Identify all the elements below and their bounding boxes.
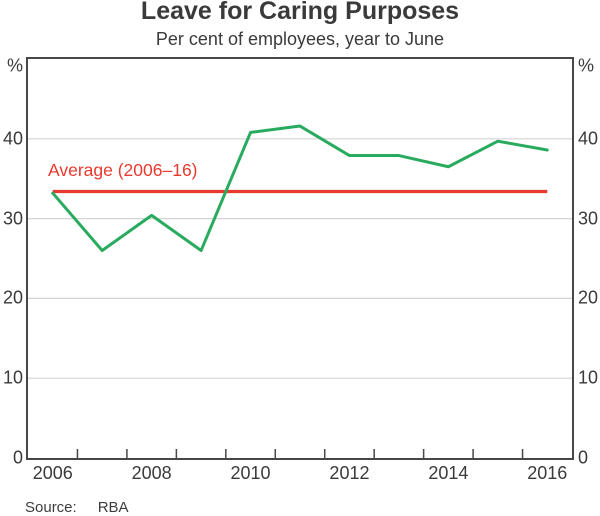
x-axis-tick-label-2006: 2006 — [32, 463, 73, 483]
y-axis-tick-label-20-right: 20 — [578, 287, 599, 308]
data-series-line — [51, 124, 549, 253]
y-axis-tick-label-0-right: 0 — [578, 447, 589, 468]
y-axis-tick-label-10-right: 10 — [578, 367, 599, 388]
y-axis-tick-label-10-left: 10 — [2, 367, 23, 388]
line-chart — [28, 124, 572, 458]
y-axis-tick-label-20-left: 20 — [2, 287, 23, 308]
y-axis-tick-label-30-left: 30 — [2, 208, 23, 229]
x-axis-tick-label-2008: 2008 — [131, 463, 172, 483]
y-axis-tick-label-40-right: 40 — [578, 128, 599, 149]
x-axis-tick-label-2012: 2012 — [329, 463, 370, 483]
y-axis-tick-label-40-left: 40 — [2, 128, 23, 149]
source-value: RBA — [97, 499, 129, 516]
chart-subtitle: Per cent of employees, year to June — [155, 29, 445, 49]
y-axis-unit-label-right: % — [578, 55, 595, 76]
x-axis-tick-label-2016: 2016 — [527, 463, 568, 483]
plot-area — [26, 57, 574, 460]
source-label: Source: — [25, 499, 77, 516]
y-axis-unit-label-left: % — [6, 55, 23, 76]
y-axis-tick-label-0-left: 0 — [12, 447, 23, 468]
y-axis-tick-label-30-right: 30 — [578, 208, 599, 229]
chart-title: Leave for Caring Purposes — [140, 0, 460, 25]
source-note: Source: RBA — [25, 499, 129, 516]
x-axis-tick-label-2010: 2010 — [230, 463, 271, 483]
average-line-label: Average (2006–16) — [48, 160, 198, 180]
x-axis-tick-label-2014: 2014 — [428, 463, 469, 483]
